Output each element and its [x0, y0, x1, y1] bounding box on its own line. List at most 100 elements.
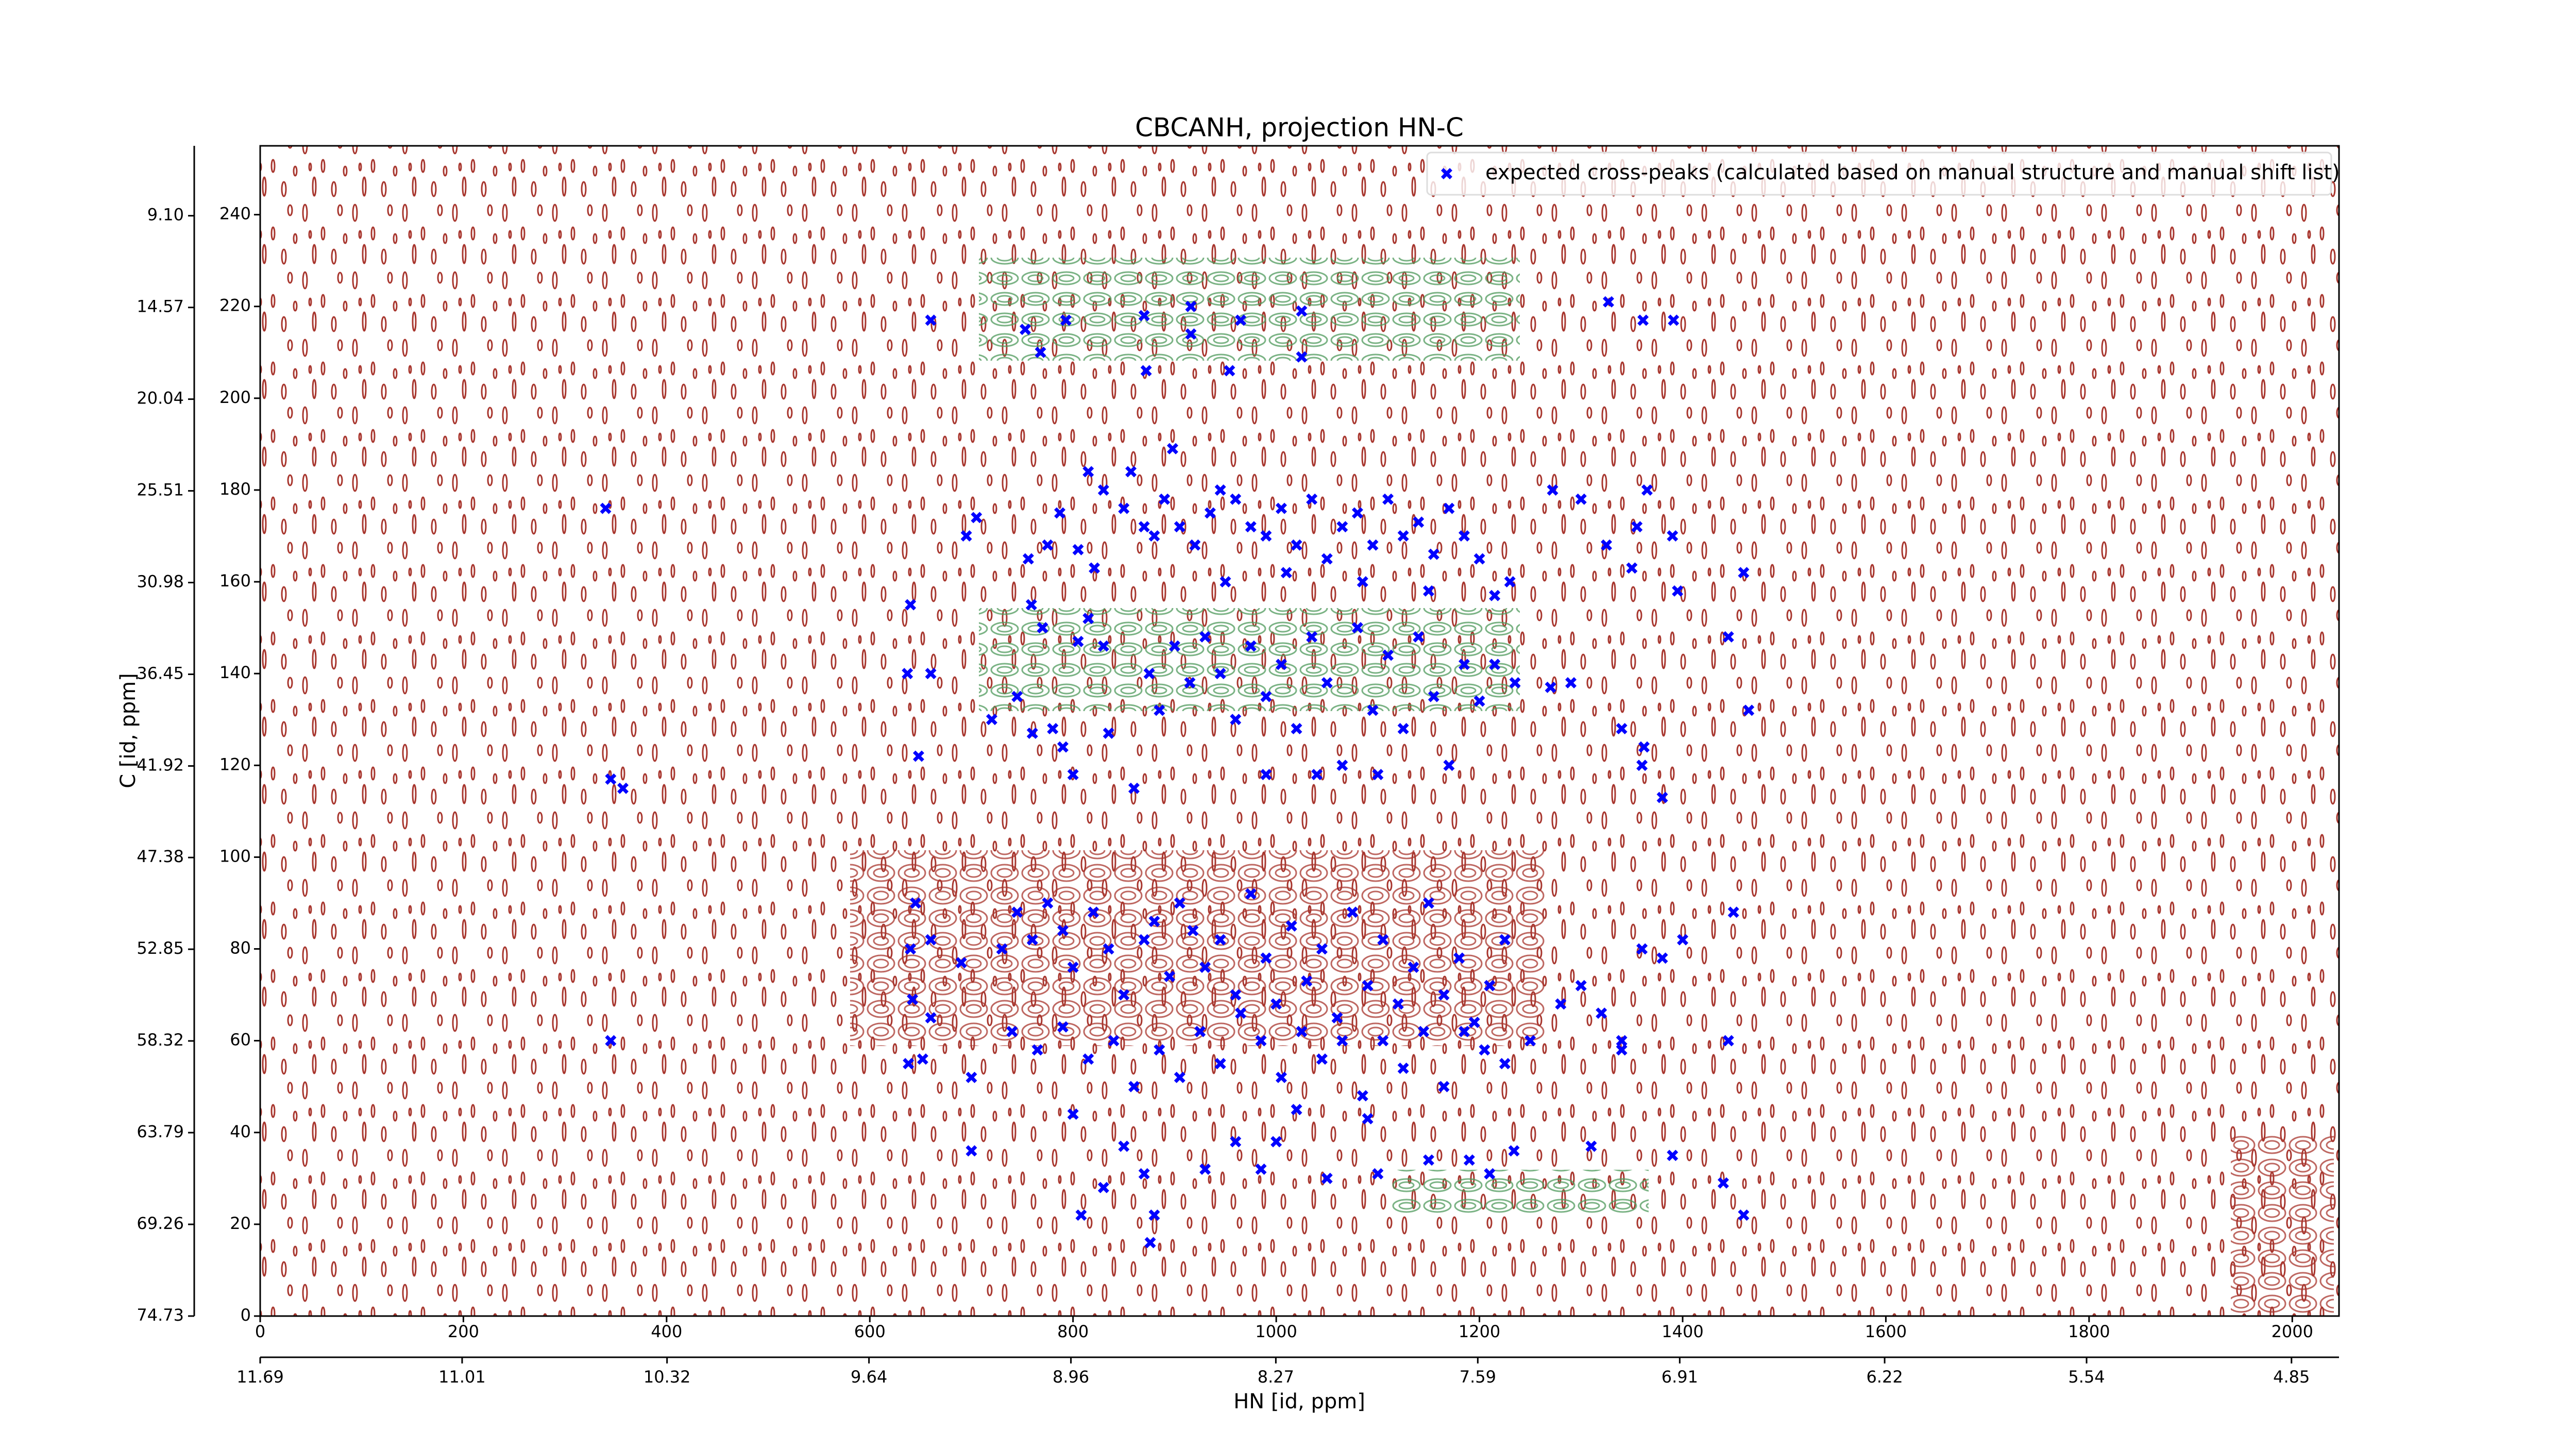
contour-cluster — [850, 850, 1546, 1046]
cross-peak — [1555, 998, 1567, 1010]
cross-peak — [917, 1053, 928, 1065]
cross-peak — [1245, 888, 1257, 900]
cross-peak — [1397, 723, 1409, 735]
cross-peak — [1722, 1035, 1734, 1047]
cross-peak — [1118, 502, 1130, 514]
cross-peak — [1626, 562, 1638, 574]
y2-tick-label: 58.32 — [137, 1030, 184, 1050]
x-tick-label: 1200 — [1459, 1322, 1500, 1341]
cross-peak — [1047, 723, 1059, 735]
cross-peak — [1185, 300, 1197, 312]
x-tick-label: 200 — [448, 1322, 479, 1341]
cross-peak — [1306, 631, 1318, 643]
cross-peak — [1422, 897, 1434, 909]
y2-tick-label: 25.51 — [137, 480, 184, 500]
cross-peak — [1067, 1108, 1079, 1120]
cross-peak — [1616, 723, 1628, 735]
cross-peak — [1072, 544, 1084, 555]
x-tick-label: 1800 — [2068, 1322, 2110, 1341]
cross-peak — [1351, 507, 1363, 519]
cross-peak — [1148, 530, 1160, 542]
cross-peak — [1397, 1063, 1409, 1074]
x2-tick-label: 11.01 — [438, 1367, 486, 1387]
cross-peak — [1596, 1007, 1607, 1019]
cross-peak — [1408, 962, 1419, 973]
cross-peak — [1509, 677, 1521, 688]
cross-peak — [1260, 952, 1272, 964]
cross-peak — [1357, 576, 1368, 588]
contour-cluster — [979, 258, 1520, 361]
cross-peak — [1276, 502, 1287, 514]
cross-peak — [1676, 934, 1688, 946]
cross-peak — [925, 668, 937, 680]
y2-tick-label: 52.85 — [137, 938, 184, 958]
cross-peak — [1025, 599, 1037, 611]
cross-peak — [1545, 681, 1556, 693]
cross-peak — [1321, 677, 1333, 688]
cross-peak — [1164, 970, 1176, 982]
cross-peak — [605, 1035, 617, 1047]
legend-box — [1426, 151, 2332, 196]
x2-tick-label: 6.91 — [1662, 1367, 1698, 1387]
cross-peak — [1255, 1164, 1267, 1175]
cross-peak — [1276, 1071, 1287, 1083]
cross-peak — [1473, 695, 1485, 707]
cross-peak — [1428, 548, 1439, 560]
cross-peak — [1667, 530, 1679, 542]
cross-peak — [1296, 1025, 1308, 1037]
legend-label: expected cross-peaks (calculated based o… — [1485, 161, 2340, 184]
cross-peak — [1230, 989, 1242, 1001]
cross-peak — [1185, 328, 1197, 340]
cross-peak — [1159, 493, 1171, 505]
cross-peak — [1291, 1104, 1302, 1116]
cross-peak — [1082, 466, 1094, 478]
cross-peak — [1458, 1025, 1470, 1037]
cross-peak — [965, 1145, 977, 1157]
x-tick-label: 1000 — [1255, 1322, 1297, 1341]
cross-peak — [1224, 365, 1235, 377]
cross-peak — [986, 714, 997, 726]
y-tick-label: 140 — [219, 663, 251, 682]
cross-peak — [1717, 1177, 1729, 1189]
cross-peak — [1276, 659, 1287, 670]
cross-peak — [1097, 1182, 1109, 1193]
y-axis-label: C [id, ppm] — [116, 673, 140, 788]
cross-peak — [925, 1012, 937, 1024]
cross-peak — [1722, 631, 1734, 643]
cross-peak — [1230, 1136, 1242, 1148]
cross-peak — [1067, 769, 1079, 781]
cross-peak — [1601, 539, 1613, 551]
cross-peak — [1438, 1081, 1450, 1092]
cross-peak — [1367, 704, 1379, 716]
contour-background — [260, 146, 2339, 1316]
cross-peak — [1575, 493, 1587, 505]
cross-peak — [1255, 1035, 1267, 1047]
cross-peak — [902, 668, 913, 680]
cross-peak — [1026, 727, 1038, 739]
y2-tick-label: 74.73 — [137, 1305, 184, 1325]
x2-tick-label: 10.32 — [643, 1367, 691, 1387]
cross-peak — [1499, 1058, 1511, 1070]
cross-peak — [1060, 314, 1072, 326]
cross-peak — [1636, 943, 1648, 955]
cross-peak — [1174, 521, 1185, 533]
cross-peak — [1524, 1035, 1536, 1047]
cross-peak — [996, 943, 1008, 955]
legend: expected cross-peaks (calculated based o… — [1426, 151, 2340, 196]
cross-peak — [1382, 649, 1394, 661]
cross-peak — [1097, 484, 1109, 496]
cross-peak — [1214, 1058, 1226, 1070]
cross-peak — [1422, 1154, 1434, 1166]
y-tick-label: 0 — [241, 1305, 251, 1325]
cross-peak — [617, 782, 629, 794]
cross-peak — [1103, 727, 1114, 739]
cross-peak — [1743, 704, 1755, 716]
cross-peak — [1392, 998, 1404, 1010]
cross-peak — [1042, 897, 1054, 909]
cross-peak — [1316, 943, 1328, 955]
cross-peak — [1656, 791, 1668, 803]
cross-peak — [1128, 782, 1140, 794]
cross-peak — [1199, 962, 1211, 973]
cross-peak — [1138, 934, 1150, 946]
